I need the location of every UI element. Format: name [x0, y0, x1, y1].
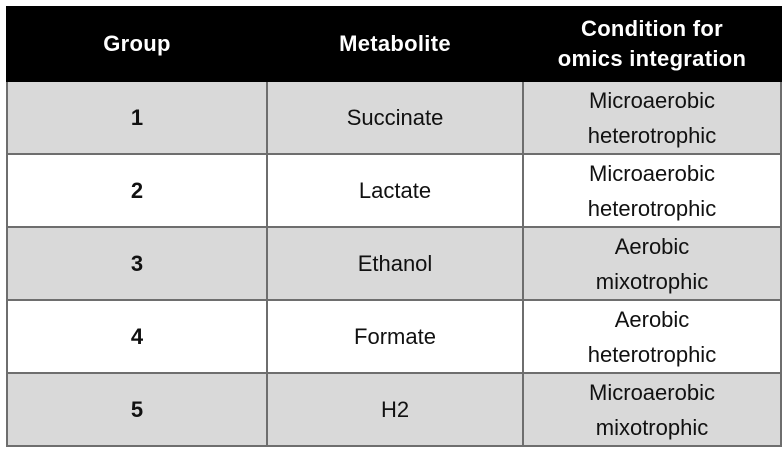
- table-header: Group Metabolite Condition for omics int…: [6, 6, 782, 82]
- header-condition: Condition for omics integration: [522, 6, 782, 82]
- table-row: 3 Ethanol Aerobic mixotrophic: [6, 226, 782, 301]
- metabolite-cell: Formate: [266, 299, 524, 374]
- table-row: 5 H2 Microaerobic mixotrophic: [6, 372, 782, 447]
- header-condition-line-2: omics integration: [557, 46, 747, 71]
- metabolite-cell: Succinate: [266, 80, 524, 155]
- condition-line-1: Microaerobic: [589, 160, 715, 186]
- condition-cell: Aerobic heterotrophic: [522, 299, 782, 374]
- group-cell: 1: [6, 80, 268, 155]
- condition-line-2: heterotrophic: [587, 341, 717, 367]
- condition-line-1: Microaerobic: [589, 379, 715, 405]
- header-metabolite: Metabolite: [266, 6, 524, 82]
- group-cell: 2: [6, 153, 268, 228]
- condition-line-1: Microaerobic: [589, 87, 715, 113]
- header-condition-line-1: Condition for: [581, 16, 723, 41]
- metabolite-cell: H2: [266, 372, 524, 447]
- table-row: 4 Formate Aerobic heterotrophic: [6, 299, 782, 374]
- condition-line-1: Aerobic: [614, 233, 690, 259]
- condition-line-2: heterotrophic: [587, 195, 717, 221]
- metabolite-condition-table: Group Metabolite Condition for omics int…: [6, 6, 782, 447]
- group-cell: 4: [6, 299, 268, 374]
- condition-line-2: heterotrophic: [587, 122, 717, 148]
- table-row: 1 Succinate Microaerobic heterotrophic: [6, 80, 782, 155]
- table-row: 2 Lactate Microaerobic heterotrophic: [6, 153, 782, 228]
- condition-cell: Microaerobic mixotrophic: [522, 372, 782, 447]
- condition-line-2: mixotrophic: [595, 268, 709, 294]
- group-cell: 5: [6, 372, 268, 447]
- condition-cell: Aerobic mixotrophic: [522, 226, 782, 301]
- table-body: 1 Succinate Microaerobic heterotrophic 2…: [6, 80, 782, 447]
- metabolite-cell: Ethanol: [266, 226, 524, 301]
- condition-line-1: Aerobic: [614, 306, 690, 332]
- group-cell: 3: [6, 226, 268, 301]
- header-group: Group: [6, 6, 268, 82]
- header-row: Group Metabolite Condition for omics int…: [6, 6, 782, 82]
- metabolite-cell: Lactate: [266, 153, 524, 228]
- condition-cell: Microaerobic heterotrophic: [522, 80, 782, 155]
- condition-cell: Microaerobic heterotrophic: [522, 153, 782, 228]
- condition-line-2: mixotrophic: [595, 414, 709, 440]
